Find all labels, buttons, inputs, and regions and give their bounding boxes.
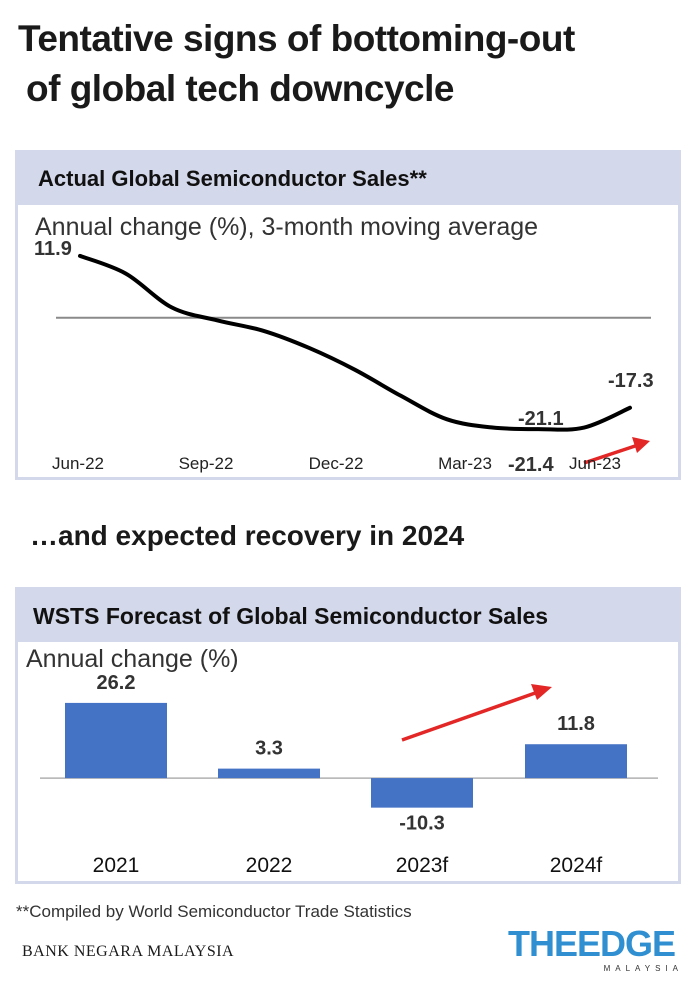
headline-line-2: of global tech downcycle — [26, 68, 454, 109]
x-category-label: 2021 — [93, 854, 140, 877]
x-tick-label: Jun-22 — [52, 454, 104, 473]
x-tick-label: Jun-23 — [569, 454, 621, 473]
bar-chart: 26.2 2021 3.3 2022 -10.3 2023f 11.8 2024f — [40, 672, 658, 877]
bar-value-label: 26.2 — [97, 672, 136, 694]
label-minus-21-4: -21.4 — [508, 454, 554, 476]
footnote: **Compiled by World Semiconductor Trade … — [16, 902, 412, 921]
bar-2021 — [65, 702, 167, 779]
logo-subtitle: MALAYSIA — [603, 964, 683, 973]
bar-chart-title: WSTS Forecast of Global Semiconductor Sa… — [18, 590, 678, 642]
label-minus-21-1: -21.1 — [518, 408, 564, 430]
bar-2023f — [371, 778, 473, 808]
line-chart: 11.9 -21.1 -17.3 -21.4 Jun-22 Sep-22 Dec-22 Mar… — [34, 238, 654, 476]
semiconductor-sales-line — [78, 253, 632, 432]
the-edge-logo: THEEDGE MALAYSIA — [508, 923, 683, 974]
bar-2022 — [218, 768, 320, 779]
x-category-label: 2024f — [550, 854, 603, 877]
x-category-label: 2023f — [396, 854, 449, 877]
x-tick-label: Dec-22 — [309, 454, 364, 473]
bar-value-label: -10.3 — [399, 813, 445, 835]
bar-chart-panel: WSTS Forecast of Global Semiconductor Sa… — [15, 587, 681, 884]
bar-value-label: 11.8 — [557, 713, 595, 735]
forecast-arrow-shaft — [401, 690, 539, 742]
recovery-arrow-head — [632, 437, 650, 453]
line-chart-title: Actual Global Semiconductor Sales** — [18, 153, 678, 205]
headline: Tentative signs of bottoming-out of glob… — [18, 14, 698, 114]
forecast-arrow-head — [531, 684, 552, 700]
line-chart-panel: Actual Global Semiconductor Sales** Annu… — [15, 150, 681, 480]
headline-line-1: Tentative signs of bottoming-out — [18, 18, 575, 59]
x-category-label: 2022 — [246, 854, 293, 877]
x-tick-label: Mar-23 — [438, 454, 492, 473]
source-credit: BANK NEGARA MALAYSIA — [22, 943, 235, 960]
bar-chart-subtitle: Annual change (%) — [26, 645, 239, 673]
label-minus-17-3: -17.3 — [608, 370, 654, 392]
bar-2024f — [525, 744, 627, 779]
bar-value-label: 3.3 — [255, 738, 283, 760]
logo-wordmark: THEEDGE — [508, 923, 676, 964]
label-start: 11.9 — [34, 238, 72, 260]
mid-heading: …and expected recovery in 2024 — [30, 520, 465, 551]
line-chart-subtitle: Annual change (%), 3-month moving averag… — [35, 213, 539, 241]
x-tick-label: Sep-22 — [179, 454, 234, 473]
recovery-arrow-shaft — [583, 443, 639, 465]
